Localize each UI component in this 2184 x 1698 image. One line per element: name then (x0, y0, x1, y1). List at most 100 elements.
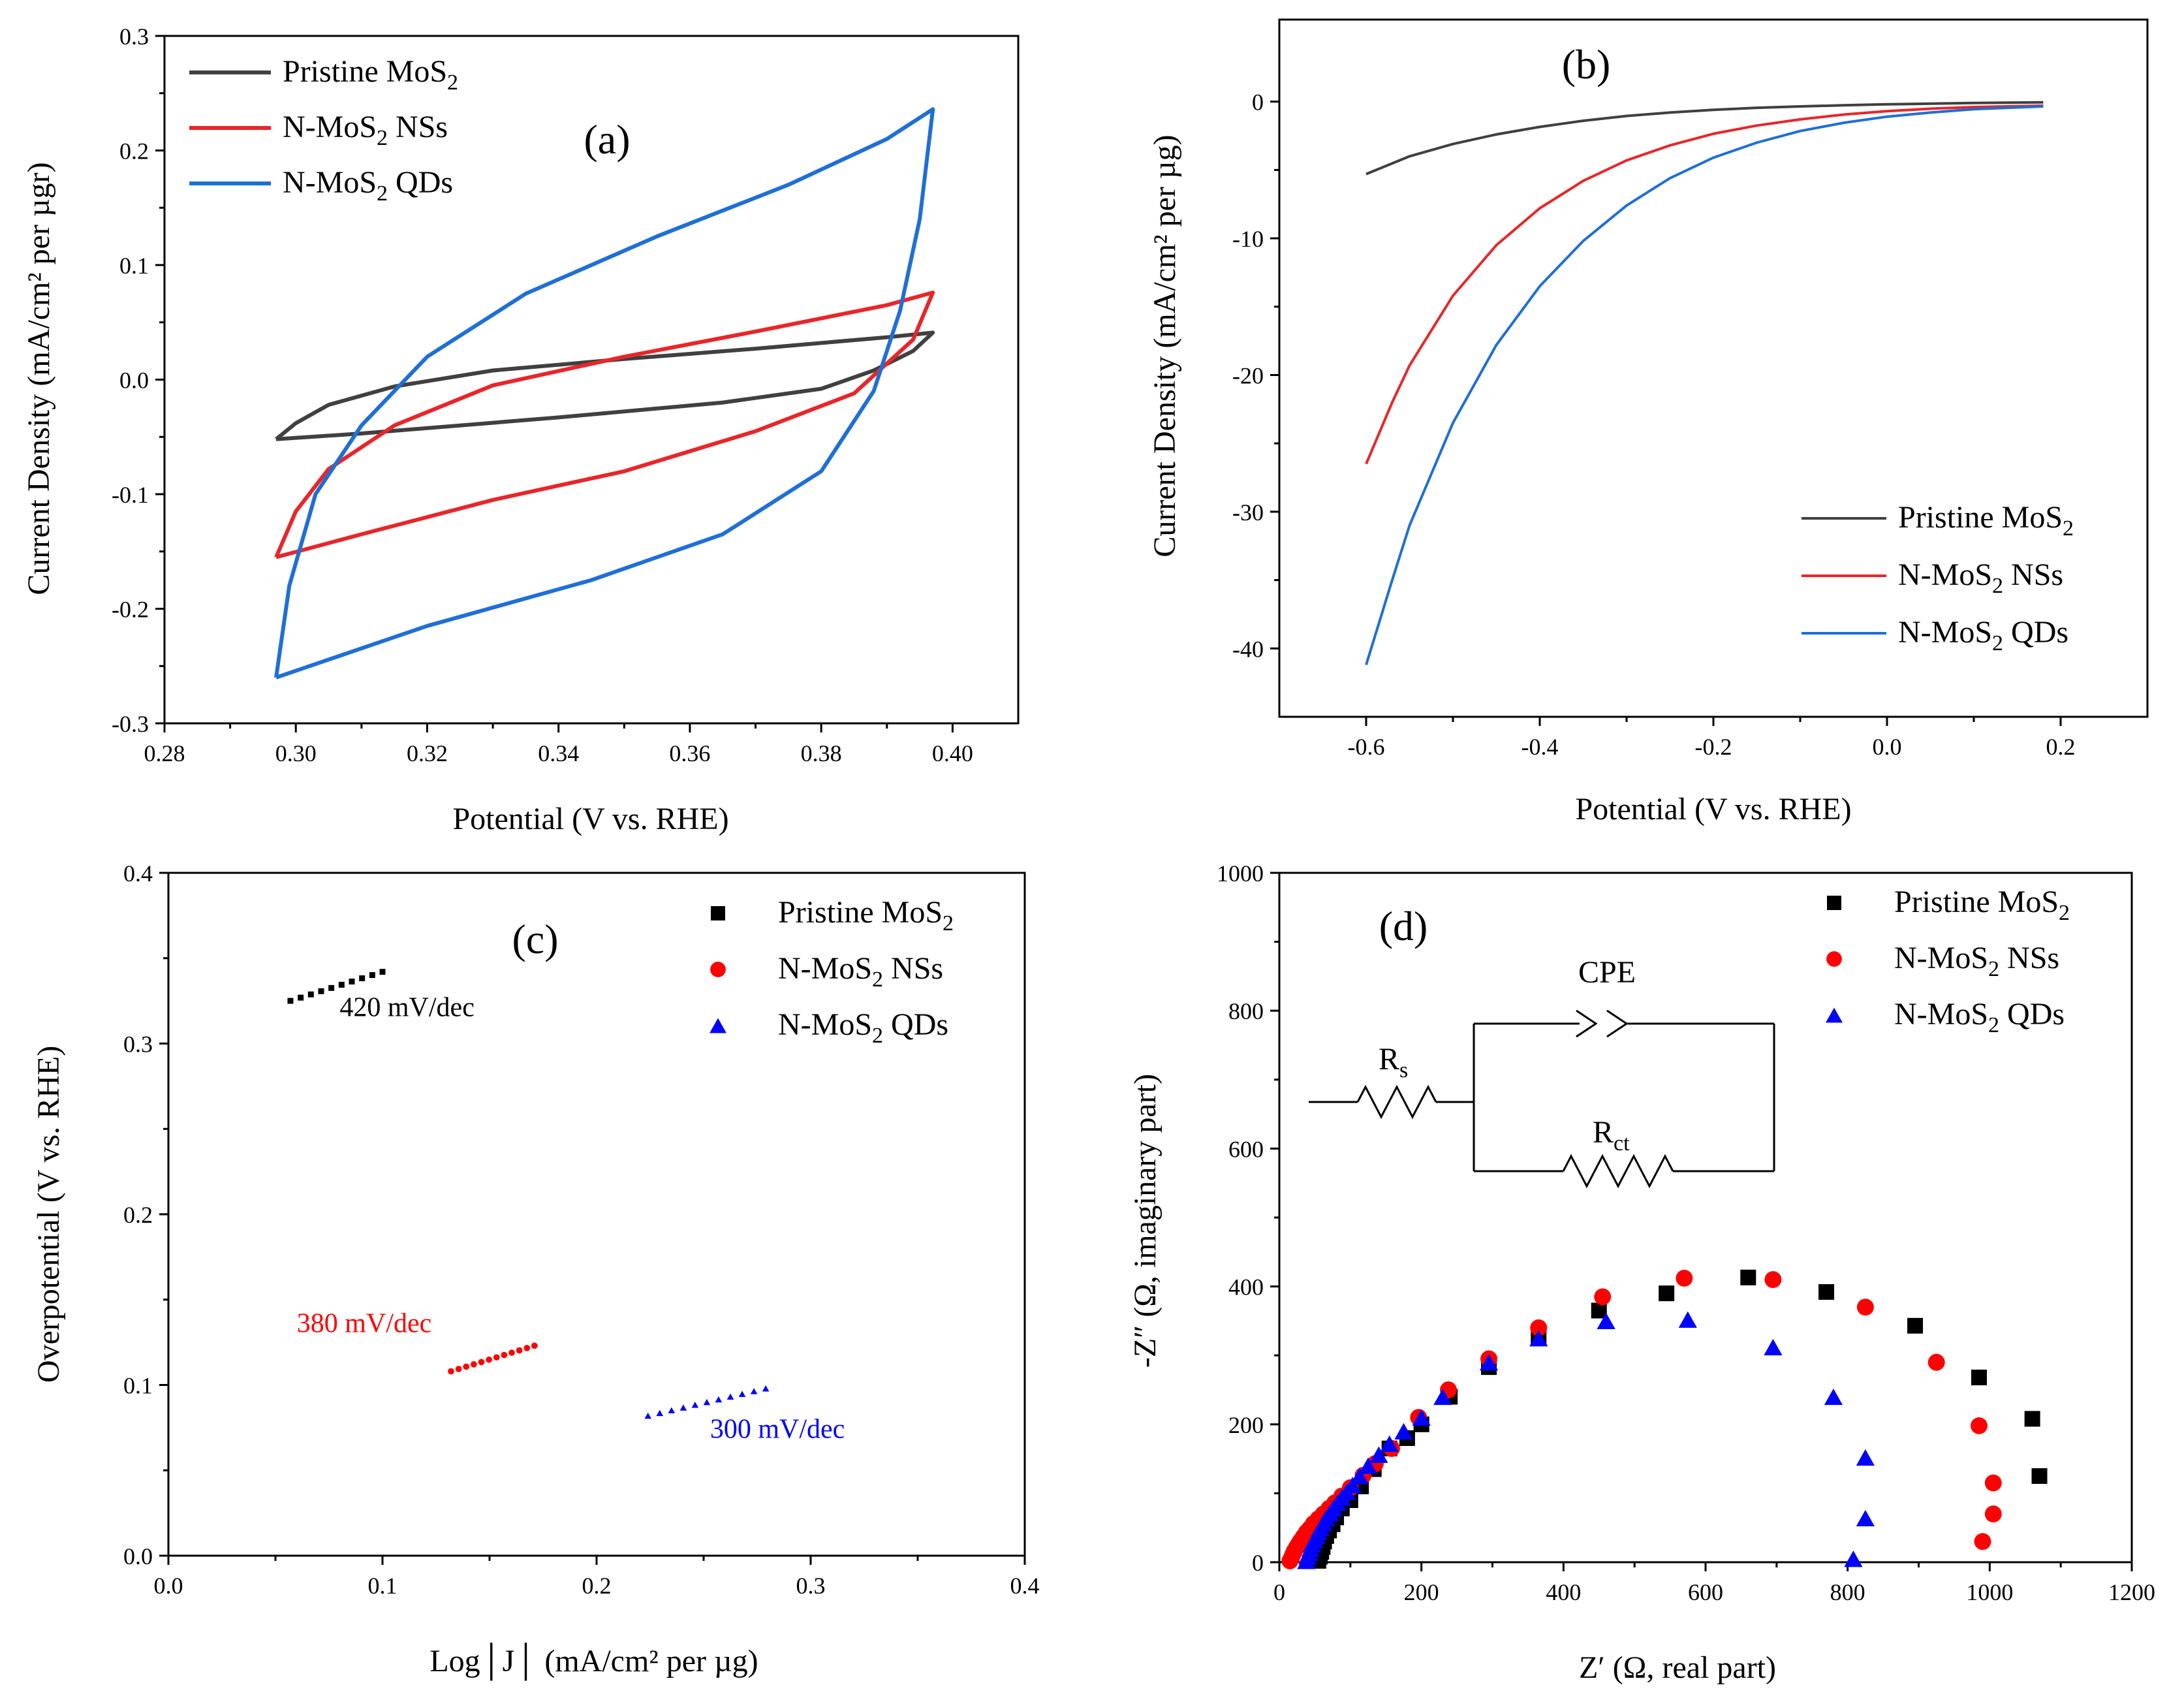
legend-text: N-MoS (1894, 941, 1988, 975)
x-tick-label: -0.4 (1521, 734, 1559, 760)
legend-label: N-MoS2 NSs (778, 951, 943, 992)
legend-marker (1827, 896, 1841, 910)
data-point-1 (463, 1363, 470, 1370)
panel-c: 0.0 0.1 0.2 0.3 0.4 0.0 0.1 0.2 0.3 0.4 Log│J│ (mA… (31, 860, 1040, 1681)
data-point-1 (1984, 1474, 2002, 1492)
legend-subscript: 2 (1992, 631, 2003, 655)
data-point-1 (1530, 1319, 1548, 1336)
data-point-2 (1856, 1509, 1875, 1527)
y-axis-label: Current Density (mA/cm² per µg) (1147, 134, 1182, 557)
data-point-2 (1358, 1457, 1378, 1474)
y-axis-label: -Z″ (Ω, imaginary part) (1128, 1074, 1162, 1368)
legend-text: QDs (2003, 615, 2068, 650)
cpe-symbol (1576, 1009, 1598, 1038)
legend-subscript: 2 (1988, 1013, 1999, 1037)
y-tick-label: -40 (1232, 636, 1264, 662)
panel-label: (a) (584, 116, 630, 163)
data-point-0 (349, 978, 355, 984)
data-point-1 (455, 1366, 462, 1372)
slope-annotation: 420 mV/dec (339, 993, 474, 1023)
legend-text: NSs (2003, 558, 2063, 592)
y-tick-label: -30 (1232, 499, 1264, 526)
data-point-1 (1984, 1505, 2002, 1523)
equivalent-circuit (1309, 1009, 1775, 1189)
legend-text: Pristine MoS (1894, 885, 2059, 919)
x-tick-label: -0.2 (1695, 734, 1732, 760)
legend-label: Pristine MoS2 (283, 54, 458, 95)
data-point-2 (1394, 1423, 1413, 1439)
x-tick-label: 0.28 (144, 740, 185, 766)
legend-text: N-MoS (1898, 615, 1992, 650)
data-point-2 (679, 1404, 687, 1411)
slope-annotation: 300 mV/dec (710, 1415, 845, 1445)
panel-label: (c) (512, 916, 558, 962)
legend-label: Pristine MoS2 (1898, 500, 2074, 541)
data-point-0 (287, 998, 294, 1004)
circuit-text: R (1593, 1115, 1614, 1150)
legend-text: NSs (388, 110, 448, 144)
data-point-2 (1824, 1388, 1843, 1406)
y-tick-label: 0.0 (123, 1543, 153, 1569)
legend-subscript: 2 (377, 126, 388, 150)
data-point-2 (644, 1412, 652, 1419)
data-point-2 (1597, 1312, 1615, 1329)
legend-subscript: 2 (943, 911, 954, 935)
legend-label: N-MoS2 NSs (283, 110, 448, 150)
data-point-0 (298, 994, 304, 1001)
data-point-1 (1927, 1353, 1945, 1371)
data-point-1 (1764, 1271, 1782, 1289)
x-axis-label: Potential (V vs. RHE) (1575, 792, 1851, 826)
plot-frame (1278, 872, 2133, 1564)
cpe-symbol (1606, 1009, 1629, 1038)
circuit-subscript: ct (1614, 1131, 1630, 1156)
y-tick-label: -10 (1232, 226, 1264, 252)
y-tick-label: 800 (1228, 998, 1264, 1024)
data-point-2 (1433, 1388, 1452, 1406)
x-tick-label: 0.2 (2046, 734, 2076, 760)
legend-marker (711, 906, 725, 920)
circuit-label-rs: Rs (1379, 1042, 1408, 1082)
x-tick-label: 200 (1404, 1579, 1439, 1605)
y-tick-label: 0.2 (119, 138, 149, 165)
y-tick-label: 0.3 (123, 1031, 153, 1058)
legend-subscript: 2 (2063, 516, 2074, 541)
data-point-2 (1678, 1311, 1697, 1328)
data-point-2 (691, 1402, 699, 1408)
data-point-1 (493, 1354, 500, 1361)
series-line-1 (1365, 104, 2044, 465)
y-tick-label: -0.3 (112, 711, 149, 737)
data-point-2 (668, 1407, 676, 1413)
y-tick-label: 0 (1252, 1550, 1264, 1576)
data-point-0 (338, 981, 345, 988)
x-tick-label: 0.38 (801, 740, 842, 766)
legend-label: N-MoS2 QDs (778, 1007, 948, 1048)
x-tick-label: 0.32 (407, 740, 448, 766)
data-point-1 (1856, 1298, 1874, 1316)
data-point-0 (1971, 1369, 1988, 1385)
x-tick-label: 600 (1688, 1579, 1723, 1605)
legend-text: N-MoS (778, 951, 872, 986)
series-line-1 (274, 291, 935, 559)
data-point-1 (1971, 1417, 1988, 1434)
x-tick-label: 0.30 (275, 740, 317, 766)
data-point-1 (523, 1345, 531, 1351)
slope-annotation: 380 mV/dec (297, 1308, 431, 1338)
data-point-1 (470, 1361, 477, 1368)
circuit-subscript: s (1399, 1058, 1408, 1082)
x-axis-label: Log│J│ (mA/cm² per µg) (429, 1643, 758, 1681)
data-point-0 (379, 969, 386, 975)
data-point-2 (1479, 1354, 1499, 1371)
data-point-2 (1369, 1446, 1388, 1463)
legend-marker (710, 962, 726, 977)
data-point-1 (1676, 1269, 1693, 1287)
y-tick-label: -20 (1232, 362, 1264, 388)
y-tick-label: 0.4 (123, 860, 153, 887)
data-point-2 (1380, 1435, 1399, 1452)
y-tick-label: 1000 (1217, 860, 1264, 887)
series-line-0 (1365, 101, 2044, 176)
data-point-2 (1412, 1409, 1431, 1426)
legend-subscript: 2 (1992, 574, 2003, 598)
x-tick-label: 0.4 (1010, 1573, 1040, 1599)
resistor-rs (1356, 1084, 1437, 1120)
